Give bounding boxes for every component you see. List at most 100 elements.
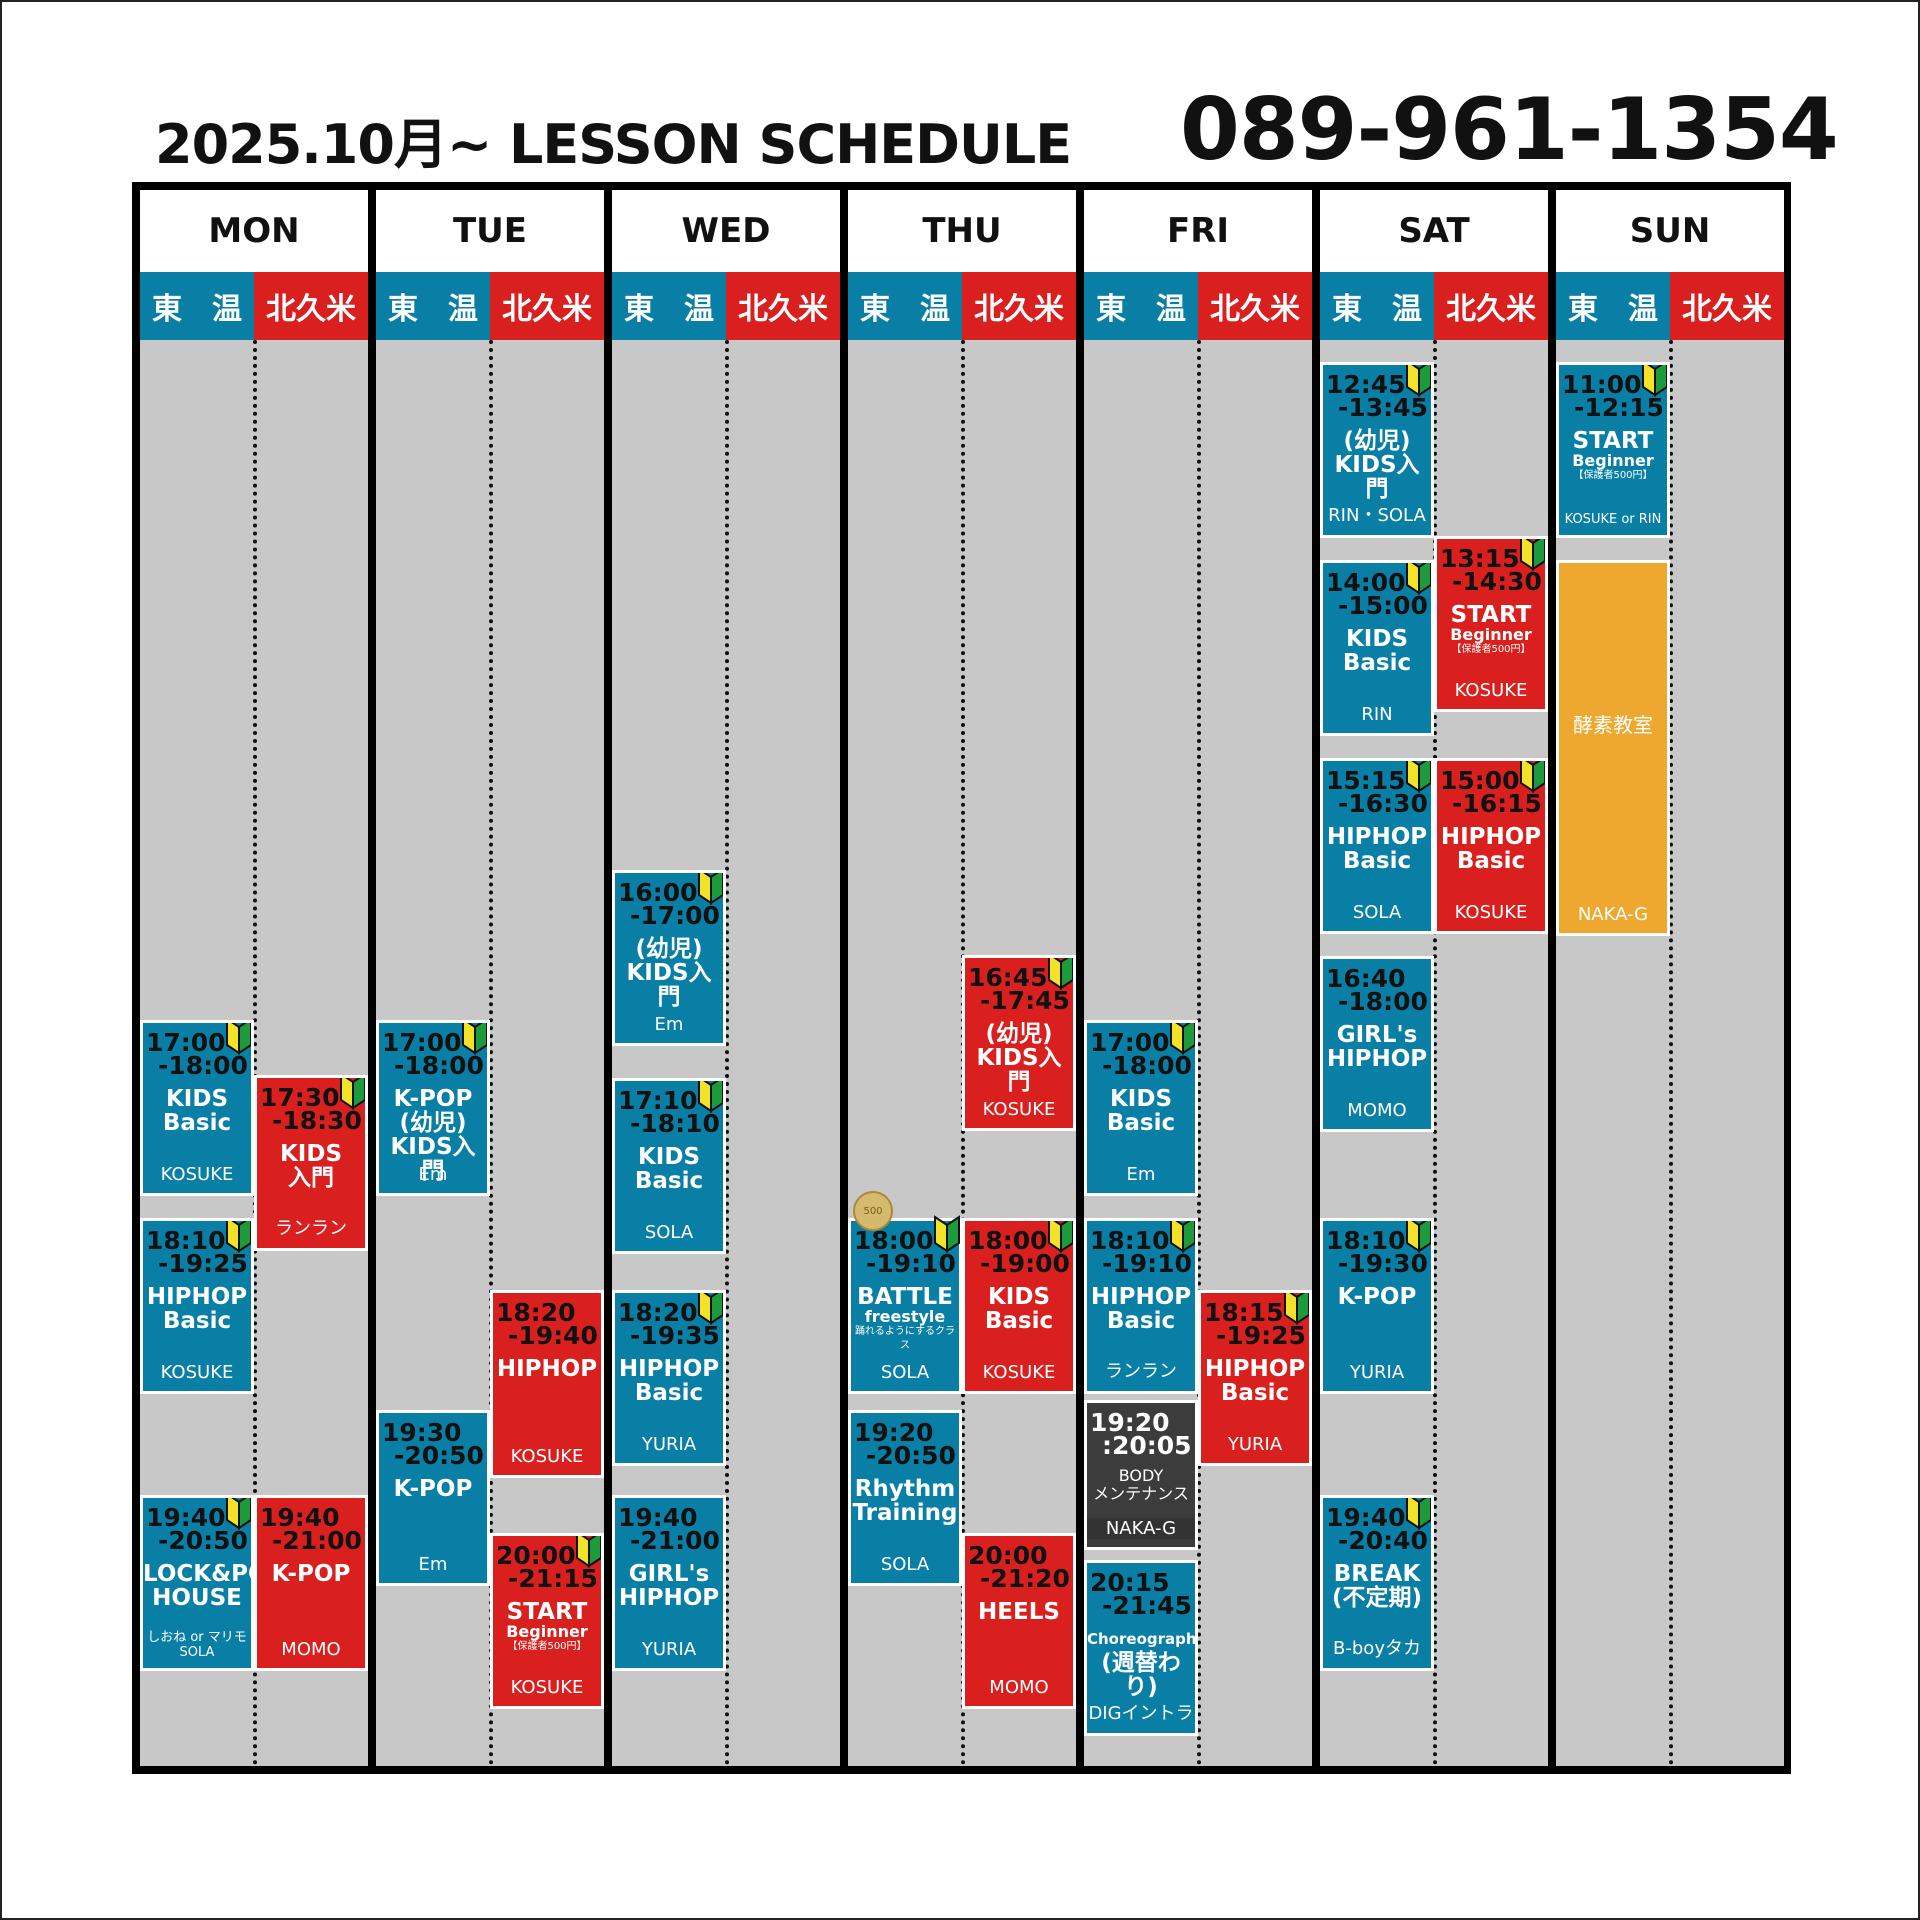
lesson-name-line: 酵素教室 — [1573, 713, 1653, 737]
lesson-name: GIRL's HIPHOP — [1323, 1023, 1431, 1071]
start-time: 16:45 — [968, 963, 1048, 992]
lesson-block[interactable]: 19:40 -20:40 BREAK (不定期) B-boyタカ — [1320, 1495, 1434, 1671]
lesson-block[interactable]: 17:00 -18:00 KIDS Basic Em — [1084, 1020, 1198, 1196]
lesson-block[interactable]: 15:00 -16:15 HIPHOP Basic KOSUKE — [1434, 758, 1548, 934]
lesson-block[interactable]: 19:20:20:05 BODY メンテナンス NAKA-G — [1084, 1400, 1198, 1550]
lesson-name-line: HIPHOP — [1326, 824, 1428, 850]
lesson-block[interactable]: 14:00 -15:00 KIDS Basic RIN — [1320, 560, 1434, 736]
start-time: 17:30 — [260, 1083, 340, 1112]
lesson-time: 18:20 -19:40 — [493, 1293, 601, 1350]
end-time: -19:40 — [508, 1321, 598, 1350]
lesson-name-line: KIDS入門 — [390, 1134, 476, 1184]
lesson-block[interactable]: 17:10 -18:10 KIDS Basic SOLA — [612, 1078, 726, 1254]
end-time: -14:30 — [1452, 567, 1542, 596]
lesson-name: KIDS Basic — [1087, 1087, 1195, 1135]
lesson-block[interactable]: 17:00 -18:00 KIDS Basic KOSUKE — [140, 1020, 254, 1196]
lesson-name-line: KIDS — [1345, 626, 1409, 652]
day-header: FRI — [1084, 190, 1312, 272]
start-time: 19:40 — [1326, 1503, 1406, 1532]
instructor-name: DIGイントラ — [1088, 1703, 1194, 1724]
end-time: -12:15 — [1574, 393, 1664, 422]
lesson-block[interactable]: 20:15 -21:45 Choreography (週替わり) DIGイントラ — [1084, 1560, 1198, 1736]
lesson-block[interactable]: 19:40-20:50 LOCK&POPHOUSE しおね or マリモ SOLA — [140, 1495, 254, 1671]
lesson-block[interactable]: 18:00 -19:10 BATTLE freestyle 踊れるようにするクラス SOL… — [848, 1191, 962, 1394]
instructor-name: Em — [1126, 1164, 1156, 1185]
lesson-time: 17:00 -18:00 — [143, 1023, 251, 1078]
lesson-block[interactable]: 13:15 -14:30 START Beginner 【保護者500円】 KOSUKE — [1434, 536, 1548, 712]
lesson-block[interactable]: 19:20 -20:50 Rhythm Training SOLA — [848, 1410, 962, 1586]
lesson-name-line: K-POP — [1337, 1284, 1417, 1310]
lesson-block[interactable]: 19:30 -20:50 K-POP Em — [376, 1410, 490, 1586]
lesson-time: 18:00 -19:00 — [965, 1221, 1073, 1276]
lesson-block[interactable]: 16:45 -17:45 (幼児) KIDS入門 KOSUKE — [962, 955, 1076, 1131]
end-time: -18:00 — [1338, 987, 1428, 1016]
lesson-block[interactable]: 16:00 -17:00 (幼児) KIDS入門 Em — [612, 870, 726, 1046]
instructor-name: ランラン — [1105, 1361, 1177, 1382]
lesson-time: 20:00 -21:15 — [493, 1536, 601, 1591]
end-time: -19:35 — [630, 1321, 720, 1350]
studio-label-east: 東 温 — [612, 272, 726, 340]
lesson-name: START Beginner 【保護者500円】 — [1437, 603, 1545, 657]
start-time: 18:10 — [1090, 1226, 1170, 1255]
instructor-name: SOLA — [644, 1222, 694, 1243]
lesson-block[interactable]: 18:20 -19:40 HIPHOP KOSUKE — [490, 1290, 604, 1478]
lesson-name-line: Basic — [1342, 848, 1412, 874]
end-time: -17:00 — [630, 901, 720, 930]
beginner-mark-icon — [1405, 563, 1431, 595]
lesson-time: 19:20:20:05 — [1087, 1403, 1195, 1458]
beginner-mark-icon — [225, 1498, 251, 1530]
beginner-mark-icon — [1169, 1023, 1195, 1055]
lesson-block[interactable]: 19:40 -21:00 K-POP MOMO — [254, 1495, 368, 1671]
lesson-name-line: KIDS入門 — [626, 960, 712, 1010]
lesson-name: KIDS Basic — [965, 1285, 1073, 1333]
start-time: 18:20 — [496, 1298, 576, 1327]
beginner-mark-icon — [1169, 1221, 1195, 1253]
start-time: 20:15 — [1090, 1568, 1170, 1597]
lesson-block[interactable]: 17:30 -18:30 KIDS 入門 ランラン — [254, 1075, 368, 1251]
instructor-name: KOSUKE — [510, 1446, 584, 1467]
lesson-time: 14:00 -15:00 — [1323, 563, 1431, 618]
lesson-block[interactable]: 18:10 -19:10 HIPHOP Basic ランラン — [1084, 1218, 1198, 1394]
end-time: -20:50 — [158, 1526, 248, 1555]
lesson-block[interactable]: 12:45 -13:45 (幼児) KIDS入門 RIN・SOLA — [1320, 362, 1434, 538]
lesson-block[interactable]: 11:00 -12:15 START Beginner 【保護者500円】 KOSUKE … — [1556, 362, 1670, 538]
lesson-block[interactable]: 17:00 -18:00 K-POP (幼児) KIDS入門 Em — [376, 1020, 490, 1196]
studio-divider — [1433, 340, 1437, 1766]
lesson-block[interactable]: 15:15 -16:30 HIPHOP Basic SOLA — [1320, 758, 1434, 934]
beginner-mark-icon — [575, 1536, 601, 1568]
beginner-mark-icon — [225, 1221, 251, 1253]
beginner-mark-icon — [1405, 1221, 1431, 1253]
beginner-mark-icon — [1405, 365, 1431, 397]
lesson-time: 17:10 -18:10 — [615, 1081, 723, 1136]
lesson-name-line: START — [1572, 428, 1654, 454]
lesson-block[interactable]: 18:20 -19:35 HIPHOP Basic YURIA — [612, 1290, 726, 1466]
studio-divider — [489, 340, 493, 1766]
lesson-name: 酵素教室 — [1559, 713, 1667, 737]
lesson-block[interactable]: 16:40 -18:00 GIRL's HIPHOP MOMO — [1320, 956, 1434, 1132]
lesson-block[interactable]: 18:15 -19:25 HIPHOP Basic YURIA — [1198, 1290, 1312, 1466]
start-time: 18:00 — [854, 1226, 934, 1255]
lesson-block[interactable]: 20:00 -21:20 HEELS MOMO — [962, 1533, 1076, 1709]
lesson-block[interactable]: 18:10 -19:30 K-POP YURIA — [1320, 1218, 1434, 1394]
end-time: -19:10 — [1102, 1249, 1192, 1278]
lesson-name: K-POP — [257, 1562, 365, 1586]
end-time: -13:45 — [1338, 393, 1428, 422]
start-time: 19:20 — [1090, 1408, 1170, 1437]
lesson-name: K-POP — [1323, 1285, 1431, 1309]
lesson-block[interactable]: 20:00 -21:15 START Beginner 【保護者500円】 KOSUKE — [490, 1533, 604, 1709]
end-time: -19:25 — [158, 1249, 248, 1278]
lesson-block[interactable]: 18:00 -19:00 KIDS Basic KOSUKE — [962, 1218, 1076, 1394]
lesson-name-line: GIRL's — [628, 1561, 710, 1587]
beginner-mark-icon — [225, 1023, 251, 1055]
end-time: -21:00 — [272, 1526, 362, 1555]
lesson-block[interactable]: 19:40 -21:00 GIRL's HIPHOP YURIA — [612, 1495, 726, 1671]
lesson-time: 20:15 -21:45 — [1087, 1563, 1195, 1618]
lesson-block[interactable]: 18:10 -19:25 HIPHOP Basic KOSUKE — [140, 1218, 254, 1394]
day-column-thu: THU 東 温北久米 18:00 -19:10 BATTLE freestyle 踊れるよう… — [848, 190, 1076, 1766]
lesson-time: 19:40 -20:40 — [1323, 1498, 1431, 1553]
lesson-name-line: (幼児) — [1343, 428, 1411, 454]
lesson-block[interactable]: 酵素教室 NAKA-G — [1556, 560, 1670, 936]
lesson-time: 18:20 -19:35 — [615, 1293, 723, 1350]
lesson-time: 15:15 -16:30 — [1323, 761, 1431, 816]
